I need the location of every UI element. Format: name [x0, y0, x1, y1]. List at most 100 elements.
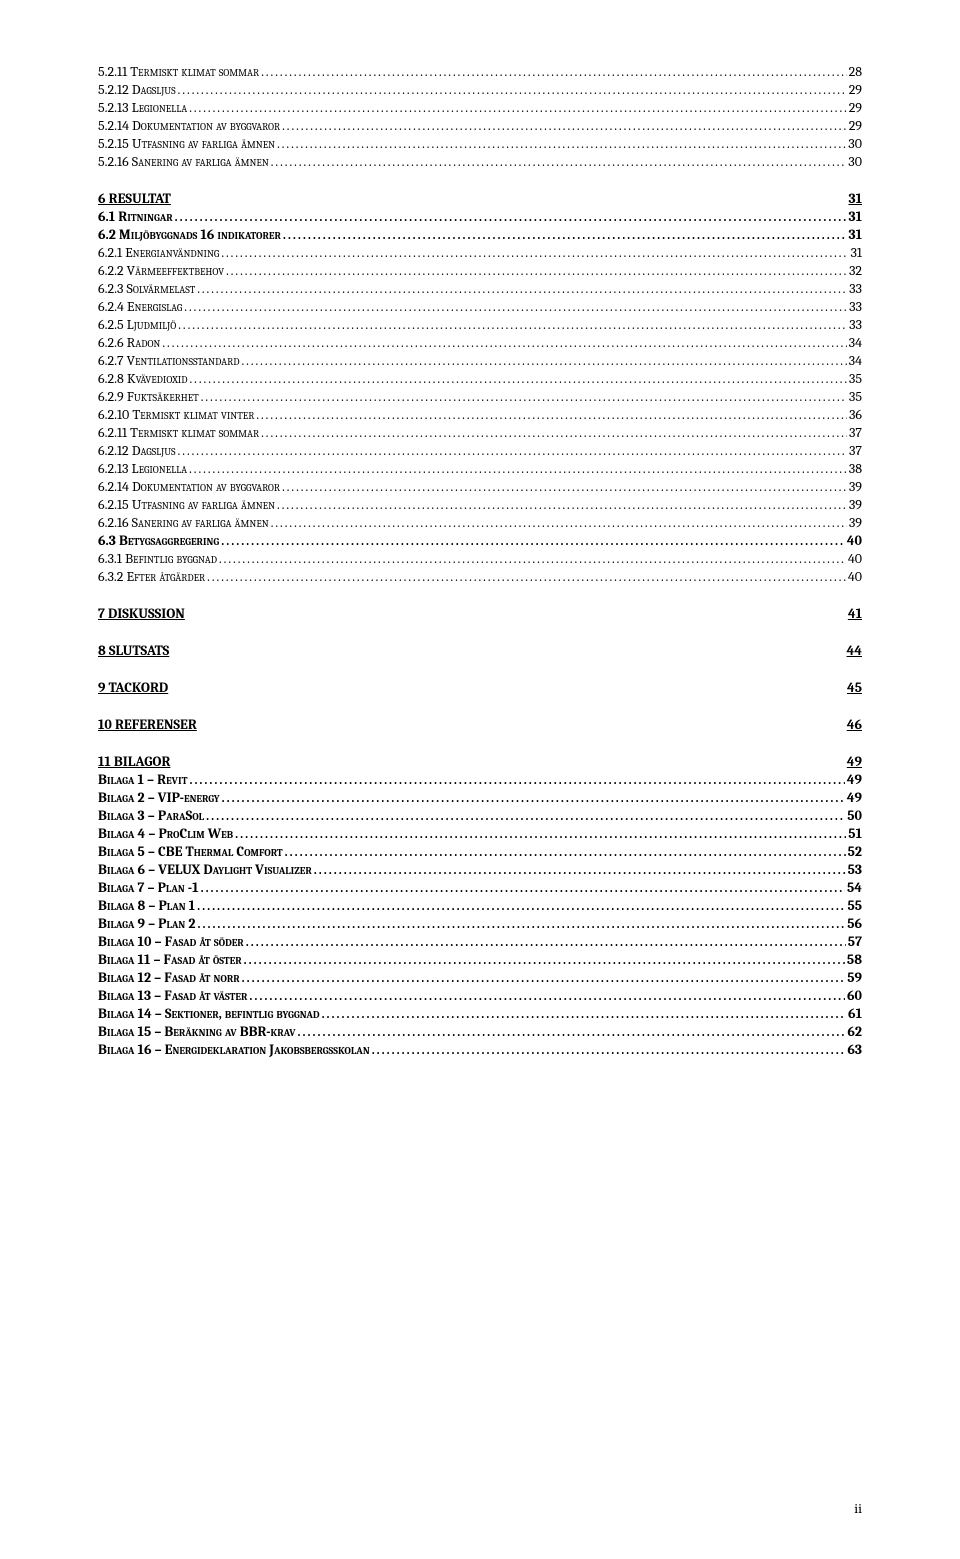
toc-entry-title: Bilaga 13 – Fasad åt väster — [98, 987, 247, 1004]
toc-entry: 5.2.14 Dokumentation av byggvaror29 — [98, 117, 862, 134]
toc-entry-page: 31 — [848, 226, 862, 243]
toc-entry-title: Bilaga 9 – Plan 2 — [98, 915, 195, 932]
toc-entry-title: 5.2.12 Dagsljus — [98, 81, 176, 98]
toc-entry: Bilaga 3 – ParaSol50 — [98, 807, 862, 824]
toc-leader-dots — [207, 568, 846, 585]
toc-entry-title: 6.2.6 Radon — [98, 334, 160, 351]
toc-leader-dots — [277, 135, 846, 152]
toc-entry-title: 11 BILAGOR — [98, 753, 170, 770]
toc-entry-page: 28 — [849, 63, 862, 80]
toc-entry-title: 6.2.11 Termiskt klimat sommar — [98, 424, 259, 441]
toc-entry-page: 49 — [847, 753, 862, 770]
toc-leader-dots — [244, 951, 845, 968]
toc-entry-title: 5.2.15 Utfasning av farliga ämnen — [98, 135, 275, 152]
toc-entry-title: Bilaga 12 – Fasad åt norr — [98, 969, 240, 986]
toc-entry-page: 32 — [849, 262, 862, 279]
toc-entry: 5.2.11 Termiskt klimat sommar28 — [98, 63, 862, 80]
toc-entry: 6.2.6 Radon 34 — [98, 334, 862, 351]
toc-entry-title: Bilaga 10 – Fasad åt söder — [98, 933, 244, 950]
toc-entry: 11 BILAGOR 49 — [98, 753, 862, 770]
toc-entry-page: 55 — [847, 897, 862, 914]
toc-entry-page: 51 — [848, 825, 862, 842]
toc-entry-title: Bilaga 15 – Beräkning av BBR-krav — [98, 1023, 296, 1040]
toc-leader-dots — [285, 843, 846, 860]
toc-entry: Bilaga 9 – Plan 2 56 — [98, 915, 862, 932]
toc-entry-title: 6.2.9 Fuktsäkerhet — [98, 388, 199, 405]
toc-entry-page: 39 — [849, 514, 862, 531]
toc-leader-dots — [178, 316, 847, 333]
page-number: ii — [854, 1500, 862, 1517]
toc-entry: 6.2.12 Dagsljus37 — [98, 442, 862, 459]
toc-entry: Bilaga 10 – Fasad åt söder57 — [98, 933, 862, 950]
toc-entry-page: 53 — [848, 861, 862, 878]
toc-entry-page: 40 — [848, 550, 862, 567]
toc-entry-page: 56 — [847, 915, 862, 932]
toc-entry: 5.2.12 Dagsljus29 — [98, 81, 862, 98]
toc-entry-title: 6.2.5 Ljudmiljö — [98, 316, 176, 333]
toc-leader-dots — [206, 807, 845, 824]
toc-leader-dots — [261, 424, 847, 441]
toc-entry: 10 REFERENSER 46 — [98, 716, 862, 733]
toc-entry-title: 6.2.2 Värmeeffektbehov — [98, 262, 224, 279]
toc-entry: Bilaga 11 – Fasad åt öster58 — [98, 951, 862, 968]
toc-leader-dots — [242, 969, 846, 986]
toc-entry-title: 6.2.10 Termiskt klimat vinter — [98, 406, 254, 423]
toc-leader-dots — [175, 208, 847, 225]
toc-entry-page: 39 — [849, 478, 862, 495]
toc-leader-dots — [197, 280, 847, 297]
toc-leader-dots — [249, 987, 845, 1004]
toc-entry-title: 5.2.14 Dokumentation av byggvaror — [98, 117, 280, 134]
toc-entry-title: 6.3 Betygsaggregering — [98, 532, 219, 549]
toc-entry: 6.2.1 Energianvändning31 — [98, 244, 862, 261]
toc-leader-dots — [271, 514, 847, 531]
toc-entry: Bilaga 5 – CBE Thermal Comfort52 — [98, 843, 862, 860]
toc-leader-dots — [178, 442, 847, 459]
toc-entry-page: 29 — [849, 99, 862, 116]
toc-entry: 8 SLUTSATS44 — [98, 642, 862, 659]
toc-entry-page: 33 — [849, 316, 862, 333]
toc-entry-title: 6.2.13 Legionella — [98, 460, 187, 477]
toc-entry-title: 6.2.1 Energianvändning — [98, 244, 219, 261]
toc-entry-page: 34 — [849, 334, 862, 351]
toc-leader-dots — [178, 81, 847, 98]
toc-leader-dots — [221, 244, 848, 261]
table-of-contents: 5.2.11 Termiskt klimat sommar285.2.12 Da… — [98, 63, 862, 1058]
toc-entry-page: 44 — [847, 642, 862, 659]
toc-entry-page: 61 — [848, 1005, 862, 1022]
toc-entry: 6.3.2 Efter åtgärder40 — [98, 568, 862, 585]
toc-entry-title: Bilaga 8 – Plan 1 — [98, 897, 195, 914]
toc-entry-page: 59 — [847, 969, 862, 986]
toc-entry-title: Bilaga 6 – VELUX Daylight Visualizer — [98, 861, 312, 878]
toc-entry: Bilaga 15 – Beräkning av BBR-krav62 — [98, 1023, 862, 1040]
toc-entry-title: 10 REFERENSER — [98, 716, 197, 733]
toc-entry: 6.3 Betygsaggregering40 — [98, 532, 862, 549]
toc-entry-title: 6.2.4 Energislag — [98, 298, 182, 315]
toc-entry-page: 34 — [849, 352, 862, 369]
toc-entry-title: 5.2.16 Sanering av farliga ämnen — [98, 153, 269, 170]
page-footer: ii — [854, 1500, 862, 1517]
toc-entry: 6.2.9 Fuktsäkerhet 35 — [98, 388, 862, 405]
toc-entry-page: 36 — [849, 406, 862, 423]
toc-entry-title: 6.3.2 Efter åtgärder — [98, 568, 205, 585]
toc-entry-title: Bilaga 5 – CBE Thermal Comfort — [98, 843, 283, 860]
toc-entry-title: Bilaga 2 – VIP-energy — [98, 789, 220, 806]
toc-leader-dots — [241, 352, 846, 369]
toc-entry: 6.2.7 Ventilationsstandard34 — [98, 352, 862, 369]
toc-entry: 5.2.16 Sanering av farliga ämnen30 — [98, 153, 862, 170]
toc-entry-title: Bilaga 1 – Revit — [98, 771, 187, 788]
toc-entry-title: 6.2.3 Solvärmelast — [98, 280, 195, 297]
toc-entry: 5.2.15 Utfasning av farliga ämnen 30 — [98, 135, 862, 152]
toc-entry-page: 46 — [847, 716, 862, 733]
toc-entry-page: 50 — [847, 807, 862, 824]
toc-entry: 6.2.14 Dokumentation av byggvaror39 — [98, 478, 862, 495]
toc-entry-page: 35 — [849, 388, 862, 405]
toc-entry-title: 7 DISKUSSION — [98, 605, 185, 622]
toc-entry: 6.2.10 Termiskt klimat vinter 36 — [98, 406, 862, 423]
toc-entry: 6.2.16 Sanering av farliga ämnen39 — [98, 514, 862, 531]
toc-entry: Bilaga 4 – ProClim Web51 — [98, 825, 862, 842]
toc-entry-page: 60 — [847, 987, 862, 1004]
toc-entry-page: 30 — [848, 135, 862, 152]
toc-entry: 6.2.11 Termiskt klimat sommar37 — [98, 424, 862, 441]
toc-entry: 5.2.13 Legionella29 — [98, 99, 862, 116]
toc-leader-dots — [226, 262, 847, 279]
